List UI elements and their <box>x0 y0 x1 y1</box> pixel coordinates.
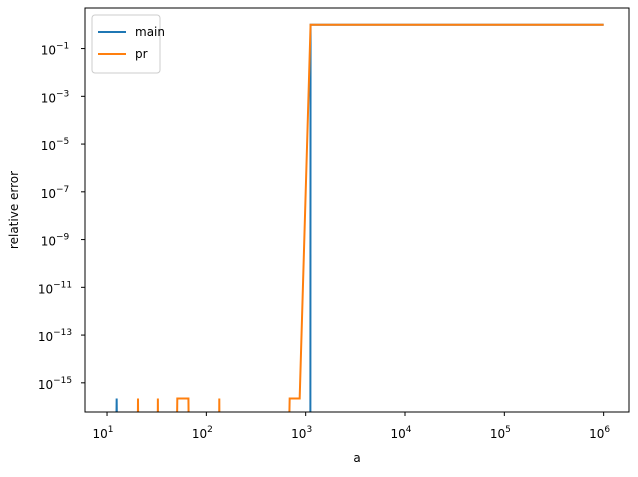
y-tick-label: 10−3 <box>41 89 70 105</box>
x-tick-label: 102 <box>192 425 213 441</box>
x-tick-label: 103 <box>291 425 312 441</box>
y-tick-label: 10−7 <box>41 185 70 201</box>
y-tick-label: 10−9 <box>41 233 70 249</box>
y-tick-label: 10−15 <box>38 376 72 392</box>
plot-lines <box>115 23 604 412</box>
y-tick-label: 10−1 <box>41 42 70 58</box>
x-tick-label: 105 <box>490 425 511 441</box>
y-tick-label: 10−5 <box>41 137 70 153</box>
y-tick-label: 10−11 <box>38 280 72 296</box>
legend-box <box>91 14 161 74</box>
plot-frame <box>84 7 630 413</box>
legend-label: pr <box>135 47 148 61</box>
y-axis-label: relative error <box>7 171 21 249</box>
x-tick-label: 106 <box>589 425 610 441</box>
x-tick-label: 104 <box>390 425 411 441</box>
y-tick-label: 10−13 <box>38 328 72 344</box>
legend-label: main <box>135 25 165 39</box>
x-axis-label: a <box>353 451 360 465</box>
x-tick-label: 101 <box>93 425 114 441</box>
line-series <box>115 23 604 412</box>
line-series <box>136 23 604 412</box>
